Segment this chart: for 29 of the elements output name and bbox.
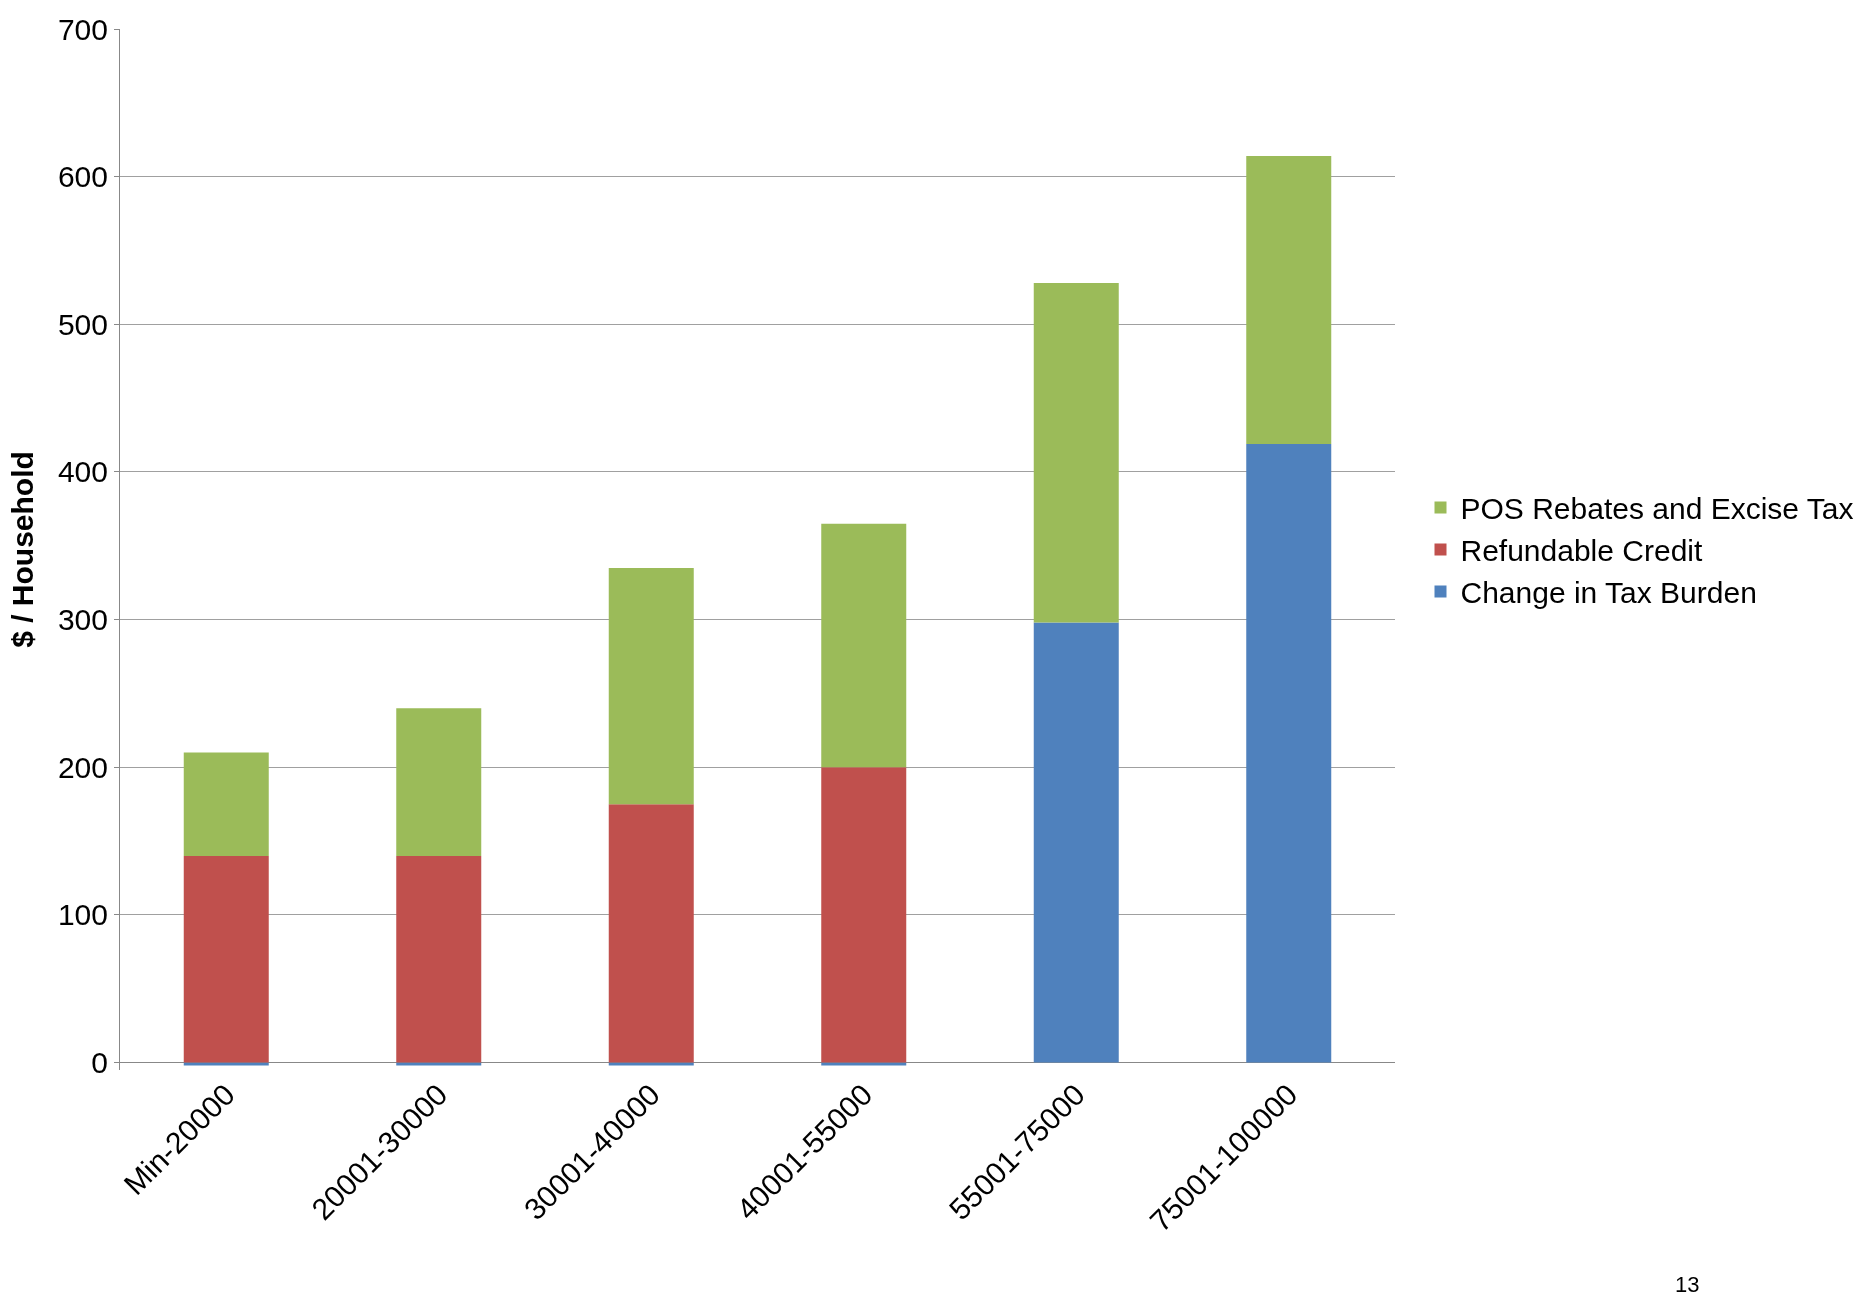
bar: [821, 1062, 907, 1066]
bar: [1246, 155, 1332, 444]
bar: [396, 1062, 482, 1066]
y-tick-label: 400: [57, 455, 108, 489]
bar: [183, 752, 269, 856]
legend-label: POS Rebates and Excise Tax: [1460, 492, 1854, 526]
bar: [1033, 622, 1119, 1063]
y-tick-label: 500: [57, 307, 108, 341]
y-tick-label: 100: [57, 898, 108, 932]
bar: [183, 1062, 269, 1066]
y-tick-label: 0: [91, 1046, 108, 1080]
y-tick-label: 700: [57, 12, 108, 46]
y-axis-title: $ / Household: [5, 451, 39, 648]
bar: [1246, 443, 1332, 1063]
legend-label: Refundable Credit: [1460, 534, 1703, 568]
bar: [821, 767, 907, 1063]
bar: [396, 708, 482, 856]
y-tick-label: 300: [57, 603, 108, 637]
text: 13: [1675, 1272, 1700, 1297]
bar: [608, 804, 694, 1063]
bar: [608, 567, 694, 805]
legend-label: Change in Tax Burden: [1460, 576, 1757, 610]
bar: [396, 855, 482, 1063]
bar: [608, 1062, 694, 1066]
bar: [183, 855, 269, 1063]
bar: [821, 523, 907, 768]
bar: [1033, 282, 1119, 623]
y-tick-label: 600: [57, 160, 108, 194]
y-tick-label: 200: [57, 750, 108, 784]
